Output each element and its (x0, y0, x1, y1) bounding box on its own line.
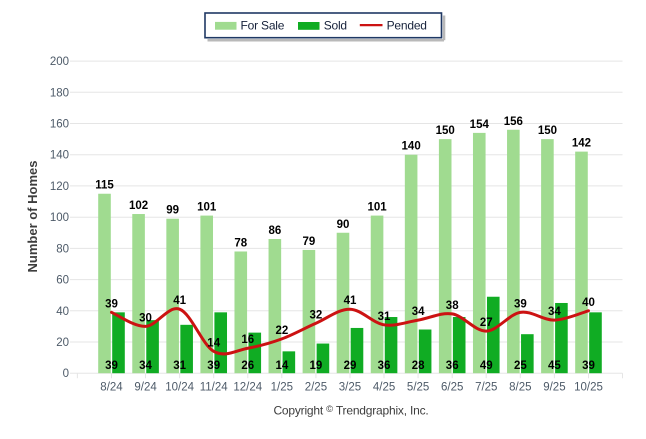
svg-text:45: 45 (548, 360, 561, 372)
svg-text:5/25: 5/25 (407, 382, 429, 394)
svg-text:38: 38 (446, 300, 459, 312)
svg-text:29: 29 (344, 360, 357, 372)
svg-text:41: 41 (344, 295, 357, 307)
svg-text:Sold: Sold (324, 19, 347, 33)
svg-text:150: 150 (436, 125, 455, 137)
svg-text:156: 156 (504, 116, 523, 128)
svg-text:34: 34 (139, 360, 152, 372)
svg-text:12/24: 12/24 (233, 382, 262, 394)
svg-text:180: 180 (50, 87, 69, 99)
svg-text:40: 40 (56, 306, 69, 318)
svg-text:102: 102 (129, 200, 148, 212)
svg-text:22: 22 (275, 325, 288, 337)
svg-text:16: 16 (241, 334, 254, 346)
svg-text:3/25: 3/25 (339, 382, 361, 394)
svg-text:32: 32 (310, 309, 323, 321)
svg-text:0: 0 (63, 368, 69, 380)
svg-text:49: 49 (480, 360, 493, 372)
svg-text:Copyright © Trendgraphix, Inc.: Copyright © Trendgraphix, Inc. (273, 404, 428, 418)
svg-text:60: 60 (56, 275, 69, 287)
svg-text:90: 90 (337, 219, 350, 231)
svg-text:31: 31 (173, 360, 186, 372)
svg-text:79: 79 (303, 236, 316, 248)
svg-text:14: 14 (275, 360, 288, 372)
svg-text:100: 100 (50, 212, 69, 224)
svg-text:34: 34 (548, 306, 561, 318)
svg-text:39: 39 (514, 298, 527, 310)
svg-text:8/25: 8/25 (509, 382, 531, 394)
svg-text:25: 25 (514, 360, 527, 372)
svg-text:Number of Homes: Number of Homes (25, 161, 40, 273)
svg-text:2/25: 2/25 (305, 382, 327, 394)
svg-text:1/25: 1/25 (271, 382, 293, 394)
svg-text:30: 30 (139, 312, 152, 324)
svg-text:28: 28 (412, 360, 425, 372)
svg-text:Pended: Pended (387, 19, 427, 33)
svg-text:9/24: 9/24 (134, 382, 157, 394)
svg-text:26: 26 (241, 360, 254, 372)
svg-text:39: 39 (207, 360, 220, 372)
svg-text:39: 39 (582, 360, 595, 372)
svg-text:7/25: 7/25 (475, 382, 497, 394)
svg-text:140: 140 (402, 141, 421, 153)
svg-text:4/25: 4/25 (373, 382, 395, 394)
svg-text:34: 34 (412, 306, 425, 318)
svg-text:101: 101 (367, 202, 387, 214)
svg-text:20: 20 (56, 337, 69, 349)
svg-text:11/24: 11/24 (200, 382, 229, 394)
svg-text:115: 115 (95, 180, 114, 192)
svg-text:10/25: 10/25 (574, 382, 603, 394)
svg-text:39: 39 (105, 298, 118, 310)
svg-text:39: 39 (105, 360, 118, 372)
svg-text:78: 78 (234, 237, 247, 249)
svg-text:150: 150 (538, 125, 557, 137)
svg-text:40: 40 (582, 297, 595, 309)
svg-text:200: 200 (50, 56, 69, 68)
svg-text:160: 160 (50, 119, 69, 131)
svg-text:120: 120 (50, 181, 69, 193)
svg-text:154: 154 (470, 119, 490, 131)
svg-text:8/24: 8/24 (100, 382, 123, 394)
svg-text:10/24: 10/24 (165, 382, 194, 394)
svg-text:142: 142 (572, 138, 591, 150)
svg-text:14: 14 (207, 337, 220, 349)
svg-text:27: 27 (480, 317, 493, 329)
svg-text:86: 86 (268, 225, 281, 237)
svg-text:101: 101 (197, 202, 217, 214)
svg-text:19: 19 (310, 360, 323, 372)
svg-text:For Sale: For Sale (241, 19, 285, 33)
svg-text:140: 140 (50, 150, 69, 162)
svg-text:36: 36 (446, 360, 459, 372)
svg-text:36: 36 (378, 360, 391, 372)
svg-text:6/25: 6/25 (441, 382, 463, 394)
svg-text:80: 80 (56, 243, 69, 255)
svg-text:9/25: 9/25 (543, 382, 565, 394)
svg-text:41: 41 (173, 295, 186, 307)
svg-text:31: 31 (378, 311, 391, 323)
svg-text:99: 99 (166, 205, 179, 217)
